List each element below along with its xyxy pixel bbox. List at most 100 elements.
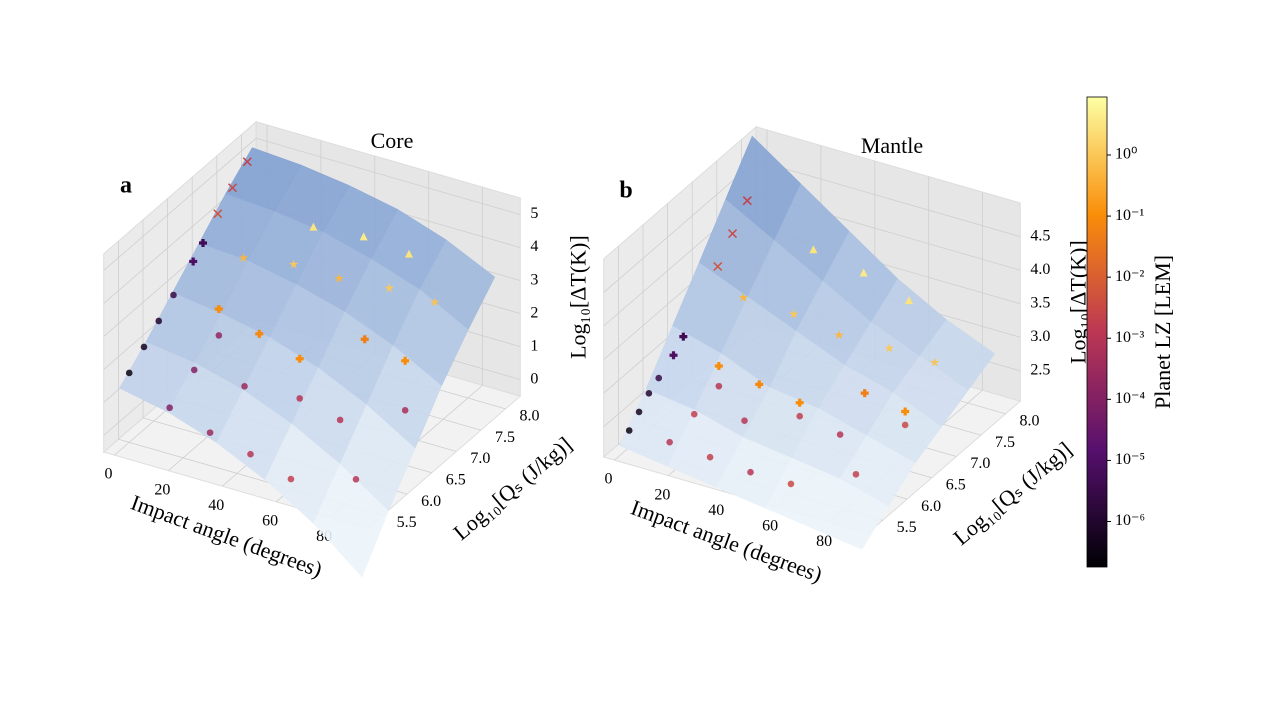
z-tick-label: 3.5 [1030,294,1050,311]
data-point [747,468,754,476]
data-point [795,398,804,407]
surface-patch [813,478,889,550]
data-point [189,257,198,266]
data-point [190,366,198,374]
data-point [166,404,173,412]
y-tick-label: 6.5 [446,471,466,488]
data-point [834,330,844,340]
y-tick-label: 6.0 [921,498,941,515]
data-point [655,374,663,382]
data-point [742,196,752,206]
colorbar-tick-label: 10⁰ [1115,146,1137,163]
data-point [155,317,163,325]
x-tick-label: 80 [816,533,832,550]
panel-title: Mantle [861,133,923,158]
z-tick-label: 1 [530,337,538,354]
y-tick-label: 8.0 [1020,413,1040,430]
data-point [884,343,895,353]
data-point [836,431,844,438]
data-point [901,421,909,429]
data-point [755,380,764,389]
data-point [336,416,344,424]
grid-line [256,137,521,215]
data-point [401,407,409,414]
data-point [359,232,368,241]
y-axis-label: Log₁₀[Qₛ (J/kg)] [948,437,1076,550]
data-point [295,354,304,363]
z-tick-label: 4.0 [1030,261,1050,278]
data-point [215,332,223,339]
data-point [405,249,414,258]
z-tick-label: 2 [530,304,538,321]
data-point [227,183,238,193]
data-point [738,292,749,302]
data-point [289,259,299,269]
y-axis-label: Log₁₀[Qₛ (J/kg)] [448,432,576,545]
data-point [287,475,295,483]
grid-line [603,160,757,293]
data-point [296,395,304,402]
data-point [242,157,252,167]
y-tick-label: 7.5 [495,429,515,446]
z-axis-label: Log₁₀[ΔT(K)] [565,235,590,359]
z-tick-label: 0 [530,370,538,387]
y-tick-label: 7.5 [995,434,1015,451]
data-point [860,389,869,398]
panel-letter: a [120,173,132,199]
y-tick-label: 7.0 [470,450,490,467]
data-point [352,476,360,483]
data-point [238,253,249,262]
colorbar-tick-label: 10⁻² [1115,268,1144,285]
data-point [401,356,410,365]
data-point [625,427,633,434]
data-point [741,417,748,424]
data-point [125,369,133,377]
data-point [360,335,369,344]
data-point [429,297,440,307]
data-point [852,470,860,478]
data-point [645,390,653,397]
panel-title: Core [371,128,414,153]
colorbar-tick-label: 10⁻⁶ [1115,512,1145,529]
grid-line [756,160,1021,237]
z-tick-label: 4.5 [1030,227,1050,244]
grid-line [103,137,257,271]
data-point [789,309,799,319]
data-point [384,283,395,293]
data-point [213,209,223,219]
data-point [690,410,698,418]
colorbar-tick-label: 10⁻¹ [1115,207,1144,224]
z-tick-label: 4 [530,238,538,255]
y-tick-label: 8.0 [520,408,540,425]
data-point [199,239,208,248]
z-tick-label: 2.5 [1030,362,1050,379]
x-tick-label: 20 [154,481,170,498]
data-point [809,245,818,254]
x-tick-label: 0 [604,471,612,488]
data-point [796,412,804,420]
data-point [787,480,795,488]
data-point [666,438,673,446]
x-tick-label: 20 [654,486,670,503]
data-point [669,351,678,360]
z-tick-label: 3.0 [1030,328,1050,345]
data-point [727,229,738,239]
colorbar-tick-label: 10⁻⁵ [1115,451,1145,468]
data-point [679,332,688,341]
data-point [635,408,643,416]
z-tick-label: 3 [530,271,538,288]
data-point [901,407,910,416]
y-tick-label: 6.0 [421,493,441,510]
data-point [241,382,248,390]
data-point [859,268,868,277]
panel-letter: b [619,178,632,204]
x-tick-label: 40 [708,502,724,519]
data-point [714,361,723,370]
y-tick-label: 7.0 [970,455,990,472]
colorbar-label: Planet LZ [LEM] [1150,255,1175,409]
y-tick-label: 5.5 [897,519,917,536]
data-point [247,450,254,458]
y-tick-label: 5.5 [397,514,417,531]
data-point [214,305,223,314]
